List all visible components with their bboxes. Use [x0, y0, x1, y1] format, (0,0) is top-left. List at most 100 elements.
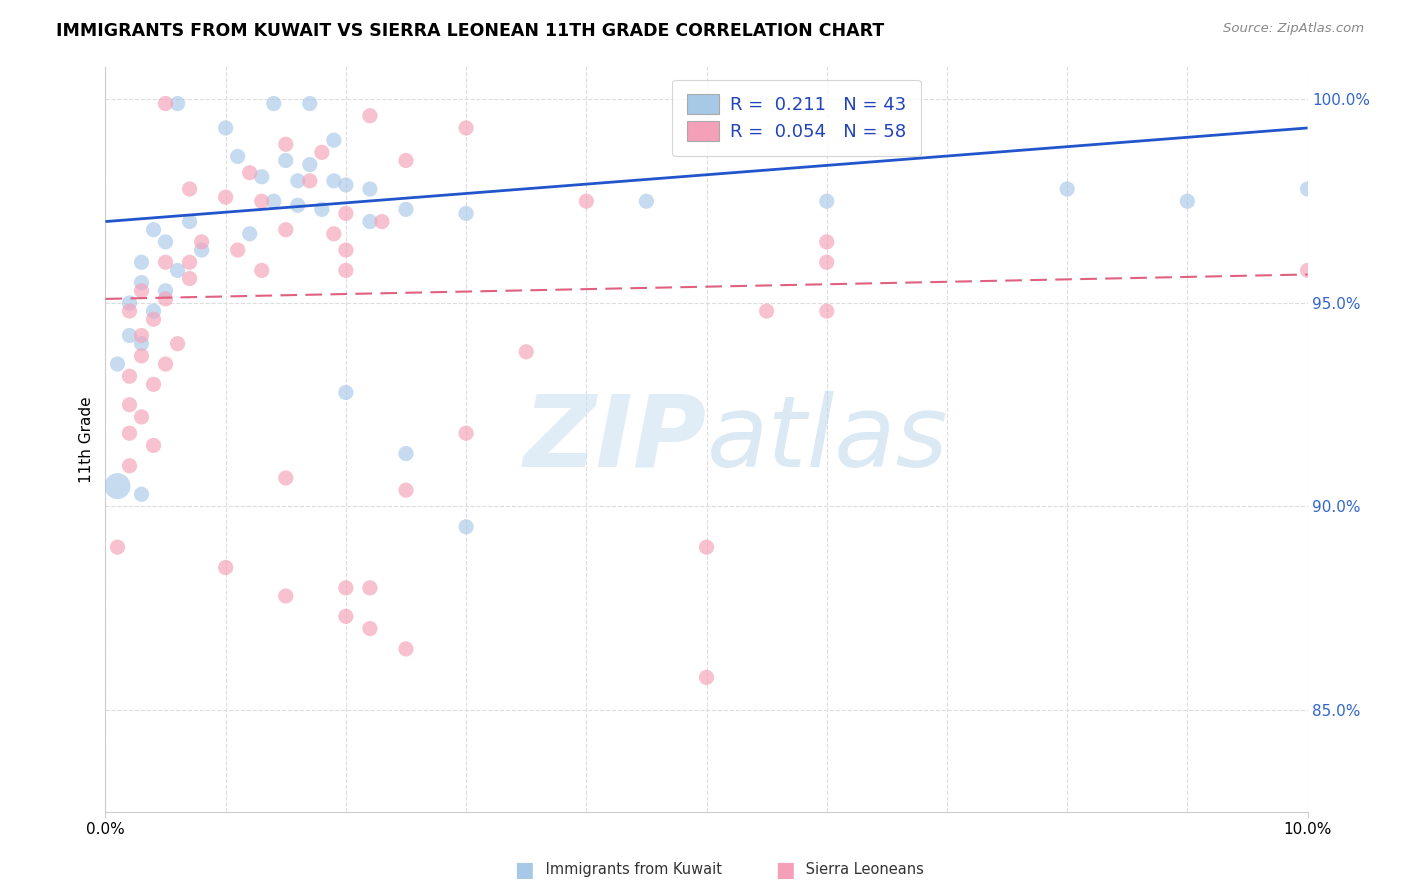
- Point: [636, 194, 658, 209]
- Point: [359, 109, 381, 123]
- Point: [131, 336, 153, 351]
- Point: [287, 198, 309, 212]
- Point: [359, 581, 381, 595]
- Point: [335, 609, 357, 624]
- Point: [179, 271, 201, 285]
- Point: [155, 284, 177, 298]
- Text: ■: ■: [775, 860, 794, 880]
- Point: [263, 194, 285, 209]
- Point: [131, 284, 153, 298]
- Text: IMMIGRANTS FROM KUWAIT VS SIERRA LEONEAN 11TH GRADE CORRELATION CHART: IMMIGRANTS FROM KUWAIT VS SIERRA LEONEAN…: [56, 22, 884, 40]
- Point: [131, 349, 153, 363]
- Point: [274, 137, 297, 152]
- Legend: R =  0.211   N = 43, R =  0.054   N = 58: R = 0.211 N = 43, R = 0.054 N = 58: [672, 79, 921, 155]
- Point: [250, 194, 273, 209]
- Point: [359, 622, 381, 636]
- Point: [107, 357, 129, 371]
- Point: [226, 243, 249, 257]
- Point: [142, 312, 165, 326]
- Point: [155, 357, 177, 371]
- Point: [335, 243, 357, 257]
- Point: [395, 641, 418, 656]
- Point: [190, 243, 212, 257]
- Point: [179, 255, 201, 269]
- Text: ■: ■: [515, 860, 534, 880]
- Point: [118, 426, 141, 441]
- Point: [454, 120, 477, 135]
- Point: [179, 214, 201, 228]
- Point: [815, 304, 838, 318]
- Point: [131, 276, 153, 290]
- Point: [815, 235, 838, 249]
- Point: [166, 96, 188, 111]
- Point: [274, 589, 297, 603]
- Point: [250, 169, 273, 184]
- Point: [395, 446, 418, 460]
- Point: [311, 145, 333, 160]
- Point: [179, 182, 201, 196]
- Point: [131, 255, 153, 269]
- Point: [335, 178, 357, 192]
- Point: [274, 471, 297, 485]
- Point: [166, 263, 188, 277]
- Point: [311, 202, 333, 217]
- Point: [131, 409, 153, 424]
- Point: [395, 483, 418, 498]
- Point: [335, 206, 357, 220]
- Text: Sierra Leoneans: Sierra Leoneans: [801, 863, 924, 877]
- Point: [118, 369, 141, 384]
- Point: [226, 149, 249, 163]
- Point: [395, 153, 418, 168]
- Point: [335, 581, 357, 595]
- Point: [214, 560, 236, 574]
- Text: Source: ZipAtlas.com: Source: ZipAtlas.com: [1223, 22, 1364, 36]
- Point: [118, 304, 141, 318]
- Point: [575, 194, 598, 209]
- Point: [298, 158, 321, 172]
- Point: [696, 670, 718, 684]
- Point: [335, 263, 357, 277]
- Point: [131, 487, 153, 501]
- Point: [155, 235, 177, 249]
- Point: [107, 540, 129, 554]
- Point: [815, 194, 838, 209]
- Point: [335, 385, 357, 400]
- Point: [118, 398, 141, 412]
- Point: [155, 255, 177, 269]
- Point: [359, 182, 381, 196]
- Point: [239, 166, 262, 180]
- Point: [274, 153, 297, 168]
- Point: [155, 96, 177, 111]
- Point: [395, 202, 418, 217]
- Point: [298, 96, 321, 111]
- Point: [250, 263, 273, 277]
- Point: [371, 214, 394, 228]
- Point: [214, 120, 236, 135]
- Point: [359, 214, 381, 228]
- Point: [118, 328, 141, 343]
- Point: [142, 377, 165, 392]
- Point: [274, 223, 297, 237]
- Y-axis label: 11th Grade: 11th Grade: [79, 396, 94, 483]
- Point: [118, 458, 141, 473]
- Text: ZIP: ZIP: [523, 391, 707, 488]
- Point: [239, 227, 262, 241]
- Point: [107, 479, 129, 493]
- Point: [214, 190, 236, 204]
- Point: [298, 174, 321, 188]
- Text: Immigrants from Kuwait: Immigrants from Kuwait: [541, 863, 723, 877]
- Point: [166, 336, 188, 351]
- Point: [815, 255, 838, 269]
- Point: [1296, 182, 1319, 196]
- Point: [454, 206, 477, 220]
- Point: [1296, 263, 1319, 277]
- Point: [118, 296, 141, 310]
- Point: [515, 344, 537, 359]
- Point: [190, 235, 212, 249]
- Point: [454, 426, 477, 441]
- Point: [131, 328, 153, 343]
- Point: [322, 227, 344, 241]
- Text: atlas: atlas: [707, 391, 948, 488]
- Point: [142, 304, 165, 318]
- Point: [322, 174, 344, 188]
